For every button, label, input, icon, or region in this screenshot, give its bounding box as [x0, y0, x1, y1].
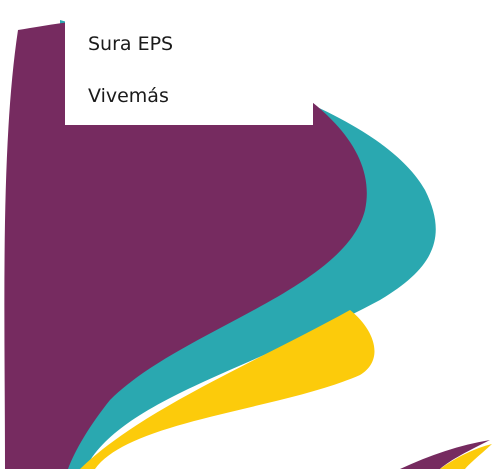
screen: Sura EPS Vivemás: [0, 0, 498, 469]
dropdown-menu: Sura EPS Vivemás: [65, 0, 313, 125]
menu-item[interactable]: Vivemás: [88, 84, 169, 108]
menu-item[interactable]: Sura EPS: [88, 32, 173, 56]
